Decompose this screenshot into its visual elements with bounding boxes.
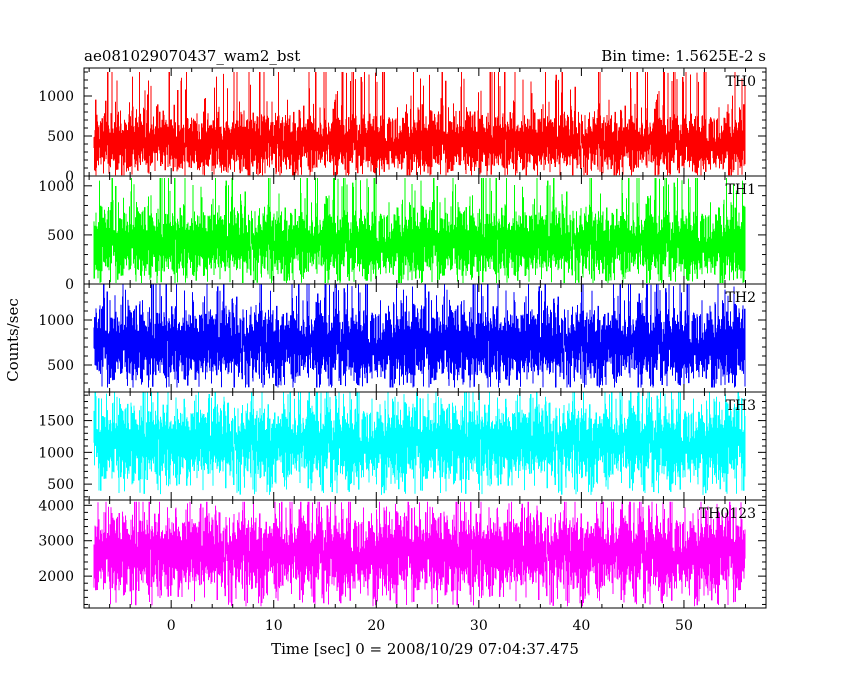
- y-tick-label: 3000: [38, 534, 74, 550]
- panel-label-th3: TH3: [726, 398, 756, 414]
- panel-frame-th0123: [83, 499, 767, 609]
- x-axis-label: Time [sec] 0 = 2008/10/29 07:04:37.475: [271, 640, 579, 658]
- y-tick-label: 0: [65, 169, 74, 185]
- y-tick-label: 1000: [38, 89, 74, 105]
- y-tick-label: 500: [47, 358, 74, 374]
- x-tick-label: 30: [470, 618, 488, 634]
- y-tick-label: 0: [65, 277, 74, 293]
- y-tick-label: 1500: [38, 414, 74, 430]
- series-th1: [93, 178, 746, 283]
- y-tick-label: 500: [47, 129, 74, 145]
- x-tick-label: 50: [675, 618, 693, 634]
- y-tick-label: 500: [47, 477, 74, 493]
- y-tick-label: 1000: [38, 313, 74, 329]
- series-th2: [93, 284, 746, 388]
- y-tick-label: 500: [47, 228, 74, 244]
- series-th3: [93, 392, 746, 495]
- panel-label-th2: TH2: [726, 290, 756, 306]
- y-tick-label: 2000: [38, 569, 74, 585]
- x-tick-label: 0: [167, 618, 176, 634]
- series-th0123: [93, 501, 746, 607]
- y-tick-label: 1000: [38, 179, 74, 195]
- y-tick-label: 4000: [38, 498, 74, 514]
- x-tick-label: 40: [572, 618, 590, 634]
- panel-label-th0: TH0: [726, 74, 756, 90]
- chart-title: ae081029070437_wam2_bst: [84, 47, 300, 65]
- bin-time-label: Bin time: 1.5625E-2 s: [601, 47, 766, 65]
- x-tick-label: 10: [265, 618, 283, 634]
- y-axis-label: Counts/sec: [4, 298, 22, 382]
- y-tick-label: 1000: [38, 445, 74, 461]
- x-tick-label: 20: [367, 618, 385, 634]
- panel-label-th1: TH1: [726, 182, 756, 198]
- panel-label-th0123: TH0123: [699, 506, 756, 522]
- series-th0: [93, 72, 746, 176]
